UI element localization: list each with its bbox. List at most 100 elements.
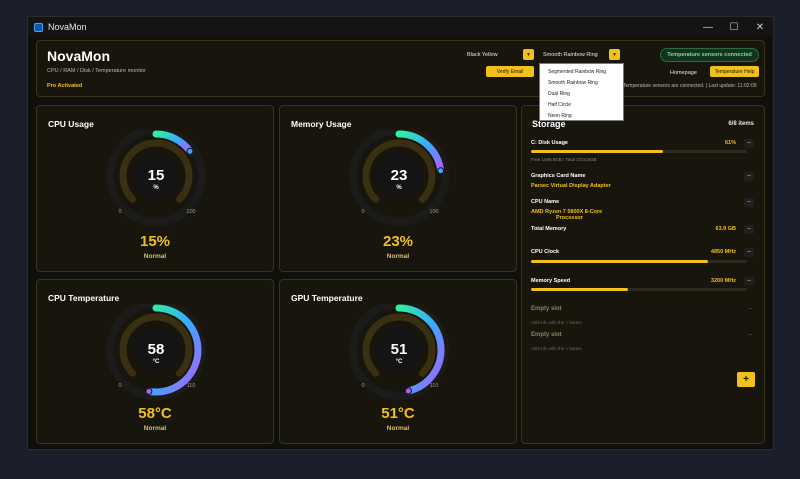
theme-select-label[interactable]: Black Yellow bbox=[467, 52, 498, 58]
ring-style-dropdown-list: Segmented Rainbow Ring Smooth Rainbow Ri… bbox=[539, 63, 624, 121]
dropdown-option[interactable]: Neon Ring bbox=[548, 113, 572, 119]
gauge-ring: 15% 0 100 bbox=[106, 130, 206, 226]
close-icon[interactable]: ✕ bbox=[755, 21, 765, 33]
remove-cpu-name-button[interactable]: – bbox=[744, 198, 754, 207]
gauge-progress-arc bbox=[395, 304, 445, 395]
gauge-unit: °C bbox=[153, 359, 160, 365]
temperature-help-button[interactable]: Temperature Help bbox=[710, 66, 759, 77]
dropdown-option[interactable]: Half Circle bbox=[548, 102, 572, 108]
storage-title: Storage bbox=[532, 119, 566, 129]
gauge-ring-outer bbox=[106, 130, 206, 226]
gauge-unit: °C bbox=[396, 359, 403, 365]
storage-panel: Storage 6/8 items C: Disk Usage 61% – Fr… bbox=[521, 105, 765, 444]
gauge-state: Normal bbox=[143, 425, 167, 432]
cpu-name-value-line1: AMD Ryzen 7 5800X 8-Core bbox=[531, 209, 603, 215]
gauge-state: Normal bbox=[143, 253, 167, 260]
verify-email-button[interactable]: Verify Email bbox=[486, 66, 534, 77]
gauge-ring-outer bbox=[349, 130, 449, 226]
maximize-icon[interactable]: ☐ bbox=[729, 21, 739, 33]
dropdown-option[interactable]: Dual Ring bbox=[548, 91, 570, 97]
gauge-ring: 23% 0 100 bbox=[349, 130, 449, 226]
gauge-progress-arc bbox=[395, 130, 445, 175]
gauge-track bbox=[362, 139, 436, 203]
remove-gpu-name-button[interactable]: – bbox=[744, 172, 754, 181]
gauge-center bbox=[376, 327, 422, 373]
sensor-status-badge: Temperature sensors connected bbox=[660, 48, 759, 62]
cpu-clock-bar bbox=[531, 260, 747, 263]
gauge-title: CPU Usage bbox=[48, 119, 94, 129]
title-bar: NovaMon — ☐ ✕ bbox=[28, 17, 773, 37]
gpu-temperature-card: GPU Temperature 51 °C 0 110 51°C Normal bbox=[279, 279, 517, 444]
total-memory-label: Total Memory bbox=[531, 226, 567, 232]
gauge-max-label: 110 bbox=[187, 383, 196, 389]
remove-total-memory-button[interactable]: – bbox=[744, 225, 754, 234]
remove-memory-speed-button[interactable]: – bbox=[744, 277, 754, 286]
homepage-link[interactable]: Homepage bbox=[670, 70, 697, 76]
gauge-big-value: 15% bbox=[139, 233, 171, 250]
gauge-progress-knob bbox=[186, 147, 194, 155]
gauge-big-value: 58°C bbox=[138, 405, 172, 422]
dropdown-option[interactable]: Segmented Rainbow Ring bbox=[548, 69, 607, 75]
chevron-down-icon: ▼ bbox=[526, 51, 531, 58]
app-logo-icon bbox=[34, 22, 43, 32]
memory-speed-bar bbox=[531, 288, 747, 291]
ring-style-dropdown-button[interactable]: ▼ bbox=[609, 49, 620, 60]
gauge-title: Memory Usage bbox=[291, 119, 352, 129]
remove-cpu-clock-button[interactable]: – bbox=[744, 248, 754, 257]
gauge-min-label: 0 bbox=[118, 383, 121, 389]
total-memory-value: 63.9 GB bbox=[715, 226, 736, 232]
disk-usage-value: 61% bbox=[724, 140, 736, 146]
disk-usage-detail: Free 1499.6GB / Total 3724.5GB bbox=[531, 157, 597, 162]
gauge-max-label: 110 bbox=[430, 383, 439, 389]
gauge-progress-knob bbox=[404, 387, 412, 395]
cpu-temperature-card: CPU Temperature 58 °C 0 110 58°C Normal bbox=[36, 279, 274, 444]
gauge-track bbox=[119, 139, 193, 203]
disk-usage-label: C: Disk Usage bbox=[531, 140, 568, 146]
storage-count: 6/8 items bbox=[728, 121, 754, 127]
gauge-max-label: 100 bbox=[429, 209, 438, 215]
memory-speed-value: 3200 MHz bbox=[710, 278, 736, 284]
gpu-name-value: Parsec Virtual Display Adapter bbox=[531, 183, 611, 189]
cpu-name-label: CPU Name bbox=[531, 199, 560, 205]
gauge-ring-outer bbox=[106, 304, 206, 400]
gauge-progress-arc bbox=[145, 304, 202, 396]
gauge-unit: % bbox=[396, 185, 402, 191]
app-subtitle: CPU / RAM / Disk / Temperature monitor bbox=[47, 68, 146, 74]
window-title: NovaMon bbox=[48, 22, 87, 32]
remove-disk-usage-button[interactable]: – bbox=[744, 139, 754, 148]
header-panel: NovaMon CPU / RAM / Disk / Temperature m… bbox=[36, 40, 765, 97]
gauge-unit: % bbox=[153, 185, 159, 191]
gauge-min-label: 0 bbox=[361, 383, 364, 389]
status-line: Temperature sensors are connected. | Las… bbox=[623, 83, 757, 89]
empty-slot-hint: Add info with the + button bbox=[531, 346, 582, 351]
theme-dropdown-button[interactable]: ▼ bbox=[523, 49, 534, 60]
gauge-title: GPU Temperature bbox=[291, 293, 363, 303]
add-item-button[interactable]: + bbox=[737, 372, 755, 387]
chevron-down-icon: ▼ bbox=[612, 51, 617, 58]
app-window: NovaMon — ☐ ✕ NovaMon CPU / RAM / Disk /… bbox=[27, 16, 774, 450]
gauge-value: 51 bbox=[391, 341, 408, 358]
gauge-max-label: 100 bbox=[186, 209, 195, 215]
memory-speed-bar-fill bbox=[531, 288, 629, 291]
gauge-progress-knob bbox=[145, 387, 153, 395]
gauge-track bbox=[119, 313, 193, 377]
gauge-min-label: 0 bbox=[118, 209, 121, 215]
gauge-value: 58 bbox=[148, 341, 165, 358]
memory-speed-label: Memory Speed bbox=[531, 278, 571, 284]
cpu-clock-value: 4850 MHz bbox=[710, 249, 736, 255]
gauge-state: Normal bbox=[386, 253, 410, 260]
gauge-ring-outer bbox=[349, 304, 449, 400]
gauge-center bbox=[133, 153, 179, 199]
gauge-big-value: 51°C bbox=[381, 405, 415, 422]
pro-status: Pro Activated bbox=[47, 83, 83, 89]
empty-slot-title: Empty slot bbox=[531, 306, 562, 312]
dropdown-option[interactable]: Smooth Rainbow Ring bbox=[548, 80, 598, 86]
cpu-clock-label: CPU Clock bbox=[531, 249, 560, 255]
memory-usage-card: Memory Usage 23% 0 100 23% Normal bbox=[279, 105, 517, 272]
cpu-name-value-line2: Processor bbox=[556, 215, 583, 221]
gauge-state: Normal bbox=[386, 425, 410, 432]
minimize-icon[interactable]: — bbox=[703, 21, 713, 33]
disk-usage-bar bbox=[531, 150, 747, 153]
gpu-name-label: Graphics Card Name bbox=[531, 173, 586, 179]
ring-style-select-label[interactable]: Smooth Rainbow Ring bbox=[543, 52, 598, 58]
